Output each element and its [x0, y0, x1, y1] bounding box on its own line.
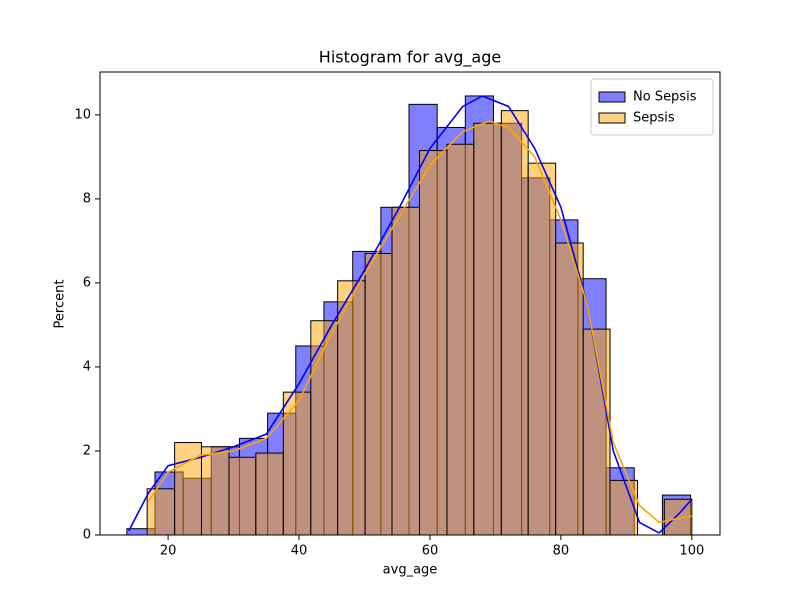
legend-box — [590, 78, 714, 136]
y-axis-label: Percent — [53, 280, 68, 329]
bar — [473, 122, 502, 536]
y-tick-label: 10 — [74, 107, 91, 122]
x-tick-label: 60 — [422, 544, 439, 559]
bar — [364, 253, 393, 536]
y-tick-label: 6 — [83, 275, 91, 290]
x-tick-label: 40 — [291, 544, 308, 559]
kde-line — [128, 95, 693, 534]
legend-swatch — [598, 112, 626, 124]
x-tick-label: 100 — [679, 544, 704, 559]
legend-label: Sepsis — [633, 111, 675, 126]
chart-title: Histogram for avg_age — [319, 48, 501, 68]
bar — [146, 488, 176, 536]
bar — [582, 328, 611, 536]
y-tick-label: 8 — [83, 191, 91, 206]
bar — [555, 242, 584, 536]
bar — [446, 143, 475, 536]
bar — [500, 110, 529, 536]
bar — [418, 150, 448, 536]
x-tick-label: 20 — [160, 544, 177, 559]
bar — [391, 206, 420, 536]
bar — [255, 452, 284, 536]
y-tick-label: 0 — [83, 528, 91, 543]
bar — [200, 446, 230, 536]
legend-swatch — [598, 91, 626, 103]
bar — [527, 162, 557, 536]
y-tick-label: 2 — [83, 443, 91, 458]
bar — [228, 456, 257, 536]
x-tick-label: 80 — [553, 544, 570, 559]
legend-label: No Sepsis — [633, 90, 697, 105]
bar — [310, 320, 339, 536]
bar — [337, 280, 366, 536]
kde-line — [147, 120, 692, 524]
plot-frame — [99, 71, 721, 536]
y-tick-label: 4 — [83, 359, 91, 374]
x-axis-label: avg_age — [383, 563, 438, 578]
